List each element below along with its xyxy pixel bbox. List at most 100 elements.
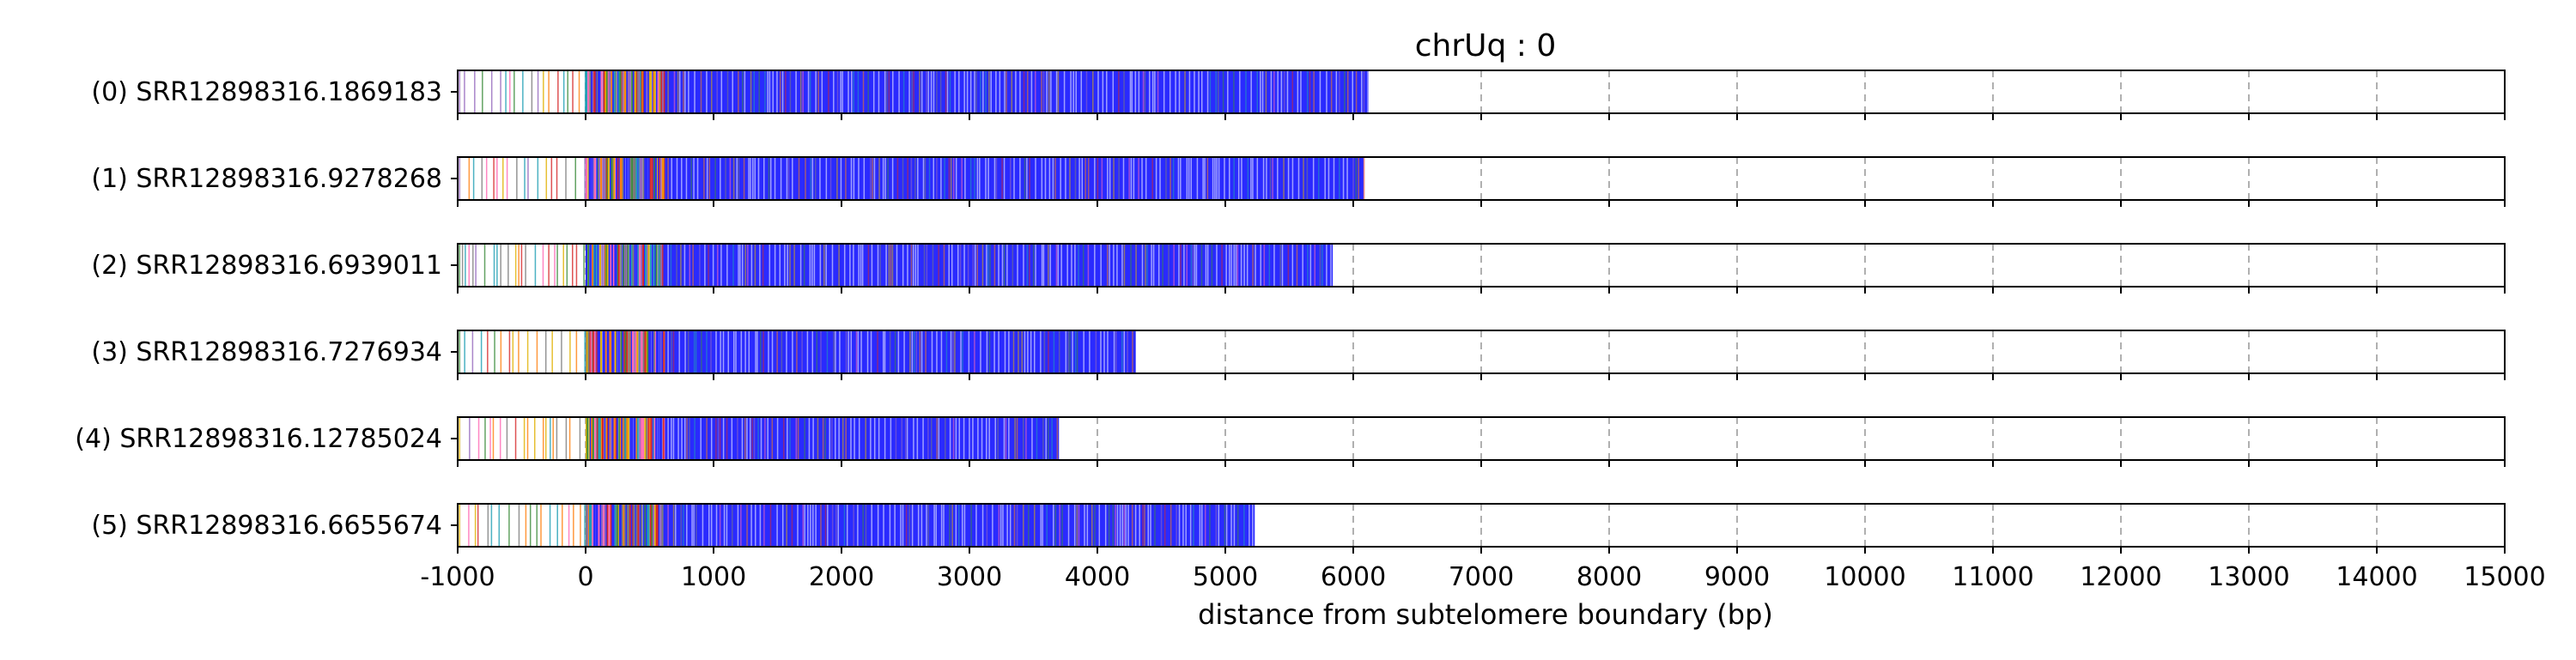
read-mark xyxy=(633,157,635,200)
read-mark xyxy=(689,417,690,460)
read-mark xyxy=(616,504,618,547)
read-mark xyxy=(603,504,605,547)
read-mark xyxy=(990,70,992,113)
read-mark xyxy=(1042,244,1045,287)
read-mark xyxy=(789,244,791,287)
read-mark xyxy=(1076,330,1078,373)
read-mark xyxy=(1040,504,1042,547)
read-mark xyxy=(988,330,991,373)
read-track: (4) SRR12898316.12785024 xyxy=(75,416,2506,467)
read-mark xyxy=(489,417,491,460)
x-tick-label: 1000 xyxy=(681,562,746,592)
read-mark xyxy=(615,244,617,287)
read-mark xyxy=(1147,504,1150,547)
read-mark xyxy=(764,417,766,460)
read-mark xyxy=(593,504,596,547)
read-mark xyxy=(592,330,594,373)
read-mark xyxy=(783,417,785,460)
read-mark xyxy=(1194,70,1195,113)
read-mark xyxy=(544,417,547,460)
read-mark xyxy=(746,504,748,547)
read-mark xyxy=(624,504,627,547)
read-mark xyxy=(913,70,914,113)
read-mark xyxy=(1042,417,1044,460)
read-mark xyxy=(1138,157,1139,200)
read-mark xyxy=(769,504,772,547)
read-band xyxy=(459,70,1369,113)
read-mark xyxy=(833,70,835,113)
read-mark xyxy=(642,244,645,287)
read-mark xyxy=(799,70,802,113)
read-mark xyxy=(1089,330,1091,373)
read-mark xyxy=(608,417,611,460)
read-mark xyxy=(657,417,659,460)
read-mark xyxy=(834,417,836,460)
read-mark xyxy=(961,157,963,200)
read-mark xyxy=(933,70,935,113)
read-mark xyxy=(649,157,652,200)
read-mark xyxy=(512,330,514,373)
read-mark xyxy=(1154,70,1156,113)
read-mark xyxy=(635,244,638,287)
read-mark xyxy=(646,70,648,113)
read-mark xyxy=(1225,504,1228,547)
read-mark xyxy=(693,504,695,547)
read-fill xyxy=(665,417,1060,460)
read-mark xyxy=(619,157,622,200)
read-mark xyxy=(556,157,558,200)
read-mark xyxy=(1367,70,1369,113)
read-mark xyxy=(568,504,570,547)
read-mark xyxy=(901,417,903,460)
read-mark xyxy=(908,70,910,113)
read-mark xyxy=(717,417,720,460)
read-mark xyxy=(667,70,669,113)
read-mark xyxy=(619,70,622,113)
read-mark xyxy=(1330,70,1333,113)
read-mark xyxy=(1048,417,1049,460)
read-mark xyxy=(590,330,592,373)
read-mark xyxy=(1363,70,1365,113)
read-mark xyxy=(534,244,537,287)
read-mark xyxy=(472,244,474,287)
read-mark xyxy=(963,244,965,287)
read-mark xyxy=(1048,70,1050,113)
read-mark xyxy=(1227,70,1229,113)
x-tick-label: 0 xyxy=(577,562,593,592)
read-mark xyxy=(647,330,649,373)
read-mark xyxy=(1216,244,1218,287)
read-mark xyxy=(659,70,661,113)
read-mark xyxy=(641,330,644,373)
read-mark xyxy=(955,417,957,460)
read-mark xyxy=(1024,157,1026,200)
read-mark xyxy=(1014,417,1016,460)
read-mark xyxy=(572,244,574,287)
read-mark xyxy=(635,70,638,113)
read-mark xyxy=(671,417,672,460)
read-mark xyxy=(699,244,701,287)
read-mark xyxy=(891,157,894,200)
read-mark xyxy=(645,504,647,547)
read-mark xyxy=(796,330,798,373)
read-mark xyxy=(1230,504,1232,547)
read-mark xyxy=(976,244,978,287)
read-mark xyxy=(688,70,690,113)
read-mark xyxy=(839,330,841,373)
read-mark xyxy=(597,417,599,460)
read-mark xyxy=(1169,70,1171,113)
read-mark xyxy=(1141,157,1143,200)
read-mark xyxy=(659,417,661,460)
read-mark xyxy=(602,417,605,460)
read-mark xyxy=(477,504,479,547)
read-mark xyxy=(1005,70,1007,113)
read-mark xyxy=(1163,70,1165,113)
read-mark xyxy=(1070,70,1072,113)
read-mark xyxy=(1188,70,1191,113)
read-mark xyxy=(720,244,722,287)
read-mark xyxy=(917,244,919,287)
read-mark xyxy=(786,504,787,547)
read-track: (5) SRR12898316.6655674 xyxy=(91,503,2506,554)
read-mark xyxy=(1255,244,1256,287)
read-mark xyxy=(776,504,778,547)
read-mark xyxy=(966,70,969,113)
read-mark xyxy=(1053,330,1055,373)
